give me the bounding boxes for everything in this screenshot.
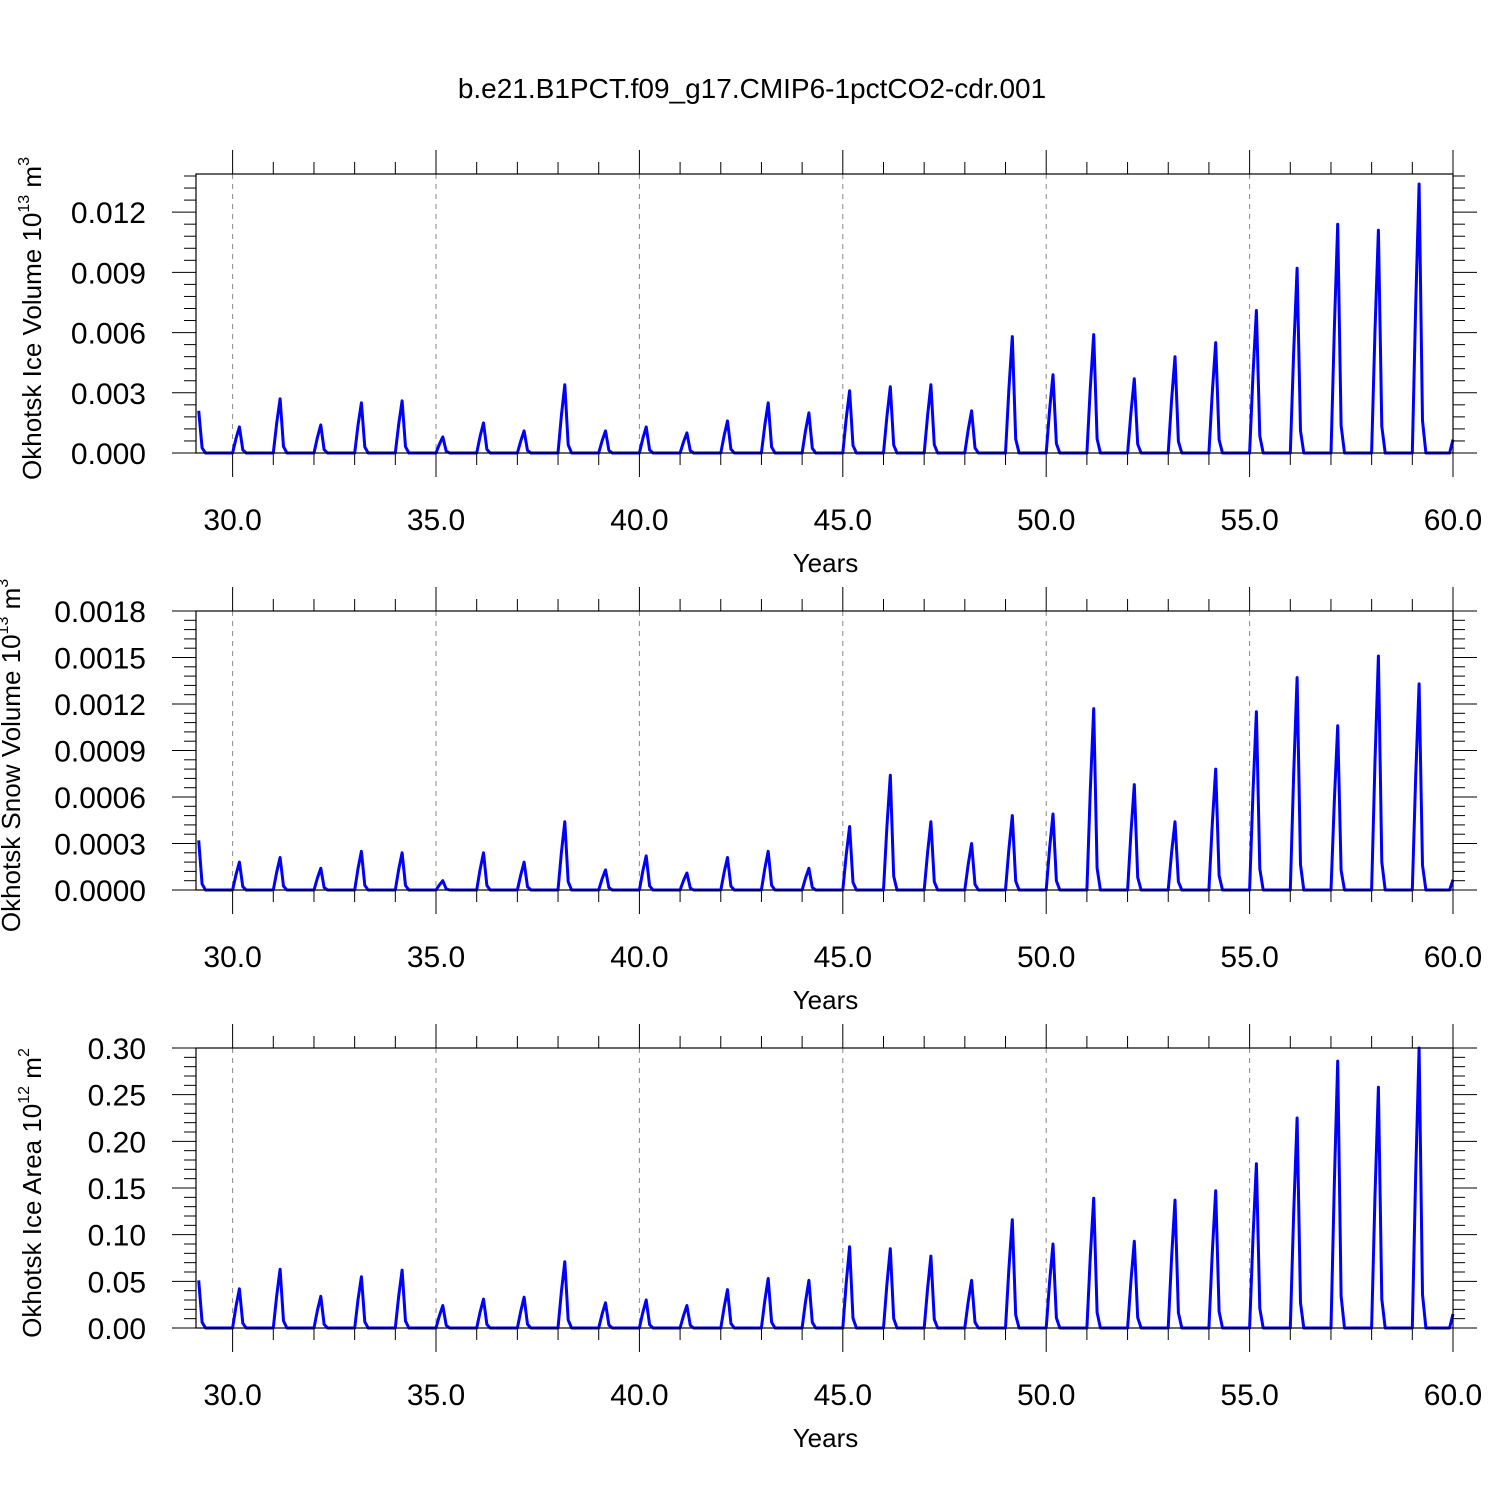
- ice-volume-y-tick-label: 0.012: [71, 197, 146, 230]
- ice-area-y-axis-label: Okhotsk Ice Area 1012 m2: [16, 1048, 47, 1338]
- snow-volume-y-tick-label: 0.0009: [54, 736, 146, 769]
- ice-area-x-tick-label: 30.0: [203, 1379, 261, 1412]
- ice-area-y-tick-label: 0.30: [88, 1033, 146, 1066]
- snow-volume-x-axis-label: Years: [793, 985, 859, 1015]
- snow-volume-x-tick-label: 60.0: [1424, 941, 1482, 974]
- ice-volume-y-axis-label: Okhotsk Ice Volume 1013 m3: [16, 157, 47, 480]
- ice-area-y-tick-label: 0.20: [88, 1126, 146, 1159]
- ice-area-y-tick-label: 0.10: [88, 1220, 146, 1253]
- ice-area-y-tick-label: 0.25: [88, 1080, 146, 1113]
- ice-volume-panel: 30.0 35.0 40.0 45.0 50.0 55.0 60.0 0.000 0.003 0.…: [16, 150, 1482, 578]
- chart-panels: 30.0 35.0 40.0 45.0 50.0 55.0 60.00.0000.0030.…: [0, 150, 1482, 1453]
- snow-volume-y-tick-label: 0.0015: [54, 643, 146, 676]
- snow-volume-x-tick-label: 50.0: [1017, 941, 1075, 974]
- snow-volume-y-tick-label: 0.0018: [54, 596, 146, 629]
- ice-volume-y-tick-label: 0.000: [71, 438, 146, 471]
- ice-area-x-tick-label: 60.0: [1424, 1379, 1482, 1412]
- ice-volume-x-tick-label: 55.0: [1220, 504, 1278, 537]
- ice-area-plot-frame: [195, 1047, 1454, 1329]
- ice-area-x-tick-label: 45.0: [814, 1379, 872, 1412]
- ice-volume-x-tick-label: 35.0: [407, 504, 465, 537]
- ice-area-x-tick-label: 55.0: [1220, 1379, 1278, 1412]
- snow-volume-plot-frame: [195, 610, 1454, 891]
- snow-volume-series-line: [197, 654, 1455, 892]
- ice-area-y-tick-label: 0.15: [88, 1173, 146, 1206]
- ice-area-x-tick-label: 50.0: [1017, 1379, 1075, 1412]
- ice-volume-y-tick-label: 0.003: [71, 378, 146, 411]
- ice-volume-y-tick-label: 0.009: [71, 257, 146, 290]
- snow-volume-y-tick-label: 0.0000: [54, 875, 146, 908]
- ice-area-y-tick-label: 0.00: [88, 1313, 146, 1346]
- chart-title: b.e21.B1PCT.f09_g17.CMIP6-1pctCO2-cdr.00…: [458, 73, 1046, 104]
- ice-volume-x-tick-label: 50.0: [1017, 504, 1075, 537]
- ice-volume-x-tick-label: 60.0: [1424, 504, 1482, 537]
- snow-volume-x-tick-label: 55.0: [1220, 941, 1278, 974]
- ice-area-x-tick-label: 35.0: [407, 1379, 465, 1412]
- ice-volume-x-axis-label: Years: [793, 548, 859, 578]
- snow-volume-x-tick-label: 45.0: [814, 941, 872, 974]
- ice-volume-plot-frame: [195, 173, 1454, 454]
- snow-volume-y-axis-label: Okhotsk Snow Volume 1013 m3: [0, 579, 26, 932]
- snow-volume-y-tick-label: 0.0012: [54, 689, 146, 722]
- snow-volume-y-tick-label: 0.0003: [54, 829, 146, 862]
- snow-volume-panel: 30.0 35.0 40.0 45.0 50.0 55.0 60.0 0.0000 0.0003…: [0, 579, 1482, 1015]
- ice-area-y-tick-label: 0.05: [88, 1266, 146, 1299]
- snow-volume-x-tick-label: 30.0: [203, 941, 261, 974]
- ice-volume-x-tick-label: 40.0: [610, 504, 668, 537]
- ice-area-panel: 30.0 35.0 40.0 45.0 50.0 55.0 60.0 0.00 0.05 0.10…: [16, 1024, 1482, 1453]
- snow-volume-x-tick-label: 40.0: [610, 941, 668, 974]
- ice-volume-series-line: [197, 182, 1455, 455]
- ice-area-series-line: [197, 1046, 1455, 1330]
- ice-volume-x-tick-label: 30.0: [203, 504, 261, 537]
- snow-volume-y-tick-label: 0.0006: [54, 782, 146, 815]
- snow-volume-x-tick-label: 35.0: [407, 941, 465, 974]
- ice-area-x-axis-label: Years: [793, 1423, 859, 1453]
- ice-volume-y-tick-label: 0.006: [71, 318, 146, 351]
- ice-area-x-tick-label: 40.0: [610, 1379, 668, 1412]
- ice-volume-x-tick-label: 45.0: [814, 504, 872, 537]
